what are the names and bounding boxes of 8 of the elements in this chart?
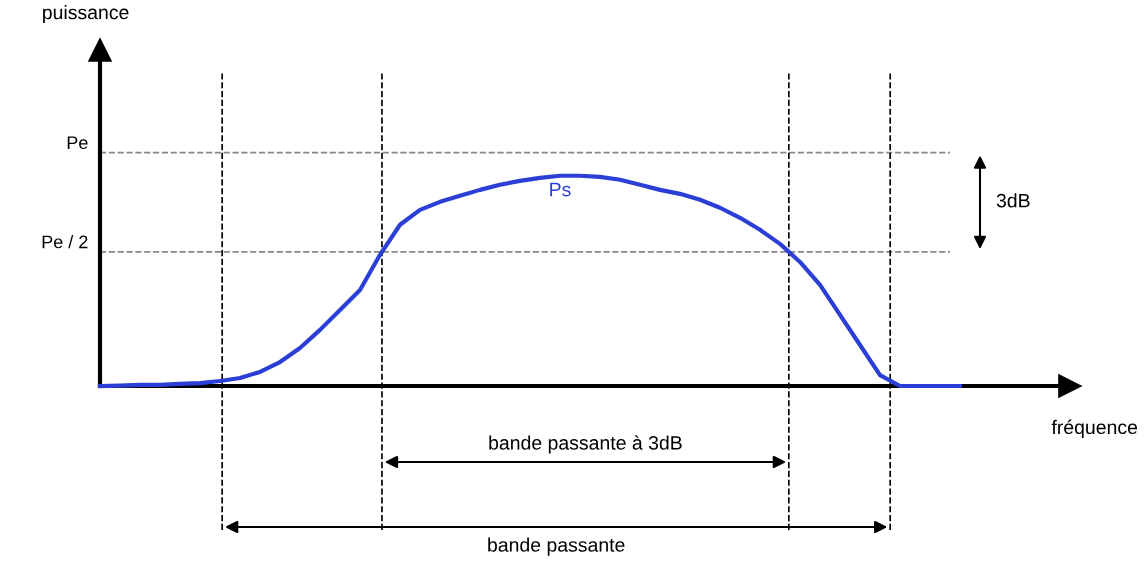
text: 3dB xyxy=(996,193,1030,208)
annotation: Ps xyxy=(550,182,571,197)
text: fréquence xyxy=(1051,419,1138,438)
text: puissance xyxy=(43,4,129,24)
ref-line-label: Pe / 2 xyxy=(42,235,88,249)
text: bande passante xyxy=(488,537,625,556)
ref-line-label: Pe xyxy=(67,136,88,150)
text: bande passante à 3dB xyxy=(489,435,682,454)
